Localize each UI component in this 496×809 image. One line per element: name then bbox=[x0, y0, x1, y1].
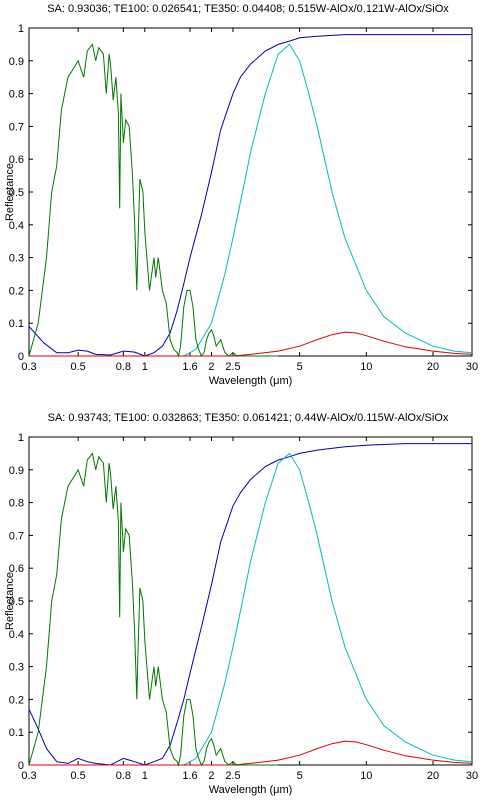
series-line bbox=[29, 331, 473, 357]
chart-title: SA: 0.93743; TE100: 0.032863; TE350: 0.0… bbox=[47, 412, 449, 424]
x-tick-label: 5 bbox=[297, 770, 303, 782]
x-tick-label: 1.6 bbox=[182, 361, 197, 373]
y-tick-label: 0.7 bbox=[9, 530, 24, 542]
y-tick-label: 0.8 bbox=[9, 89, 24, 101]
series-line bbox=[28, 34, 472, 357]
y-axis-label: Reflectance bbox=[4, 163, 16, 221]
y-tick-label: 0.4 bbox=[9, 220, 24, 232]
plot-area bbox=[28, 27, 473, 357]
reflectance-chart-top: 0.3 0.5 0.8 1 1.6 2 2.5 5 10 20 30 0 0.1 0.2 0.3 0.4 0.5… bbox=[4, 23, 478, 387]
y-tick-label: 1 bbox=[18, 432, 24, 444]
reflectance-chart-bottom: 0.3 0.5 0.8 1 1.6 2 2.5 5 10 20 30 0 0.1 0.2 0.3 0.4 0.5… bbox=[4, 432, 478, 796]
y-tick-label: 0.3 bbox=[9, 662, 24, 674]
y-tick-label: 0.5 bbox=[9, 187, 24, 199]
y-tick-label: 0.2 bbox=[9, 285, 24, 297]
x-tick-label: 1 bbox=[142, 770, 148, 782]
x-tick-label: 10 bbox=[360, 361, 372, 373]
x-tick-label: 30 bbox=[466, 361, 478, 373]
x-tick-label: 0.8 bbox=[116, 770, 131, 782]
y-tick-label: 0.5 bbox=[9, 596, 24, 608]
y-tick-label: 0.9 bbox=[9, 465, 24, 477]
x-tick-label: 30 bbox=[466, 770, 478, 782]
x-tick-label: 10 bbox=[360, 770, 372, 782]
y-axis-label: Reflectance bbox=[4, 572, 16, 630]
series-line bbox=[28, 452, 279, 767]
x-tick-label: 2 bbox=[208, 361, 214, 373]
y-tick-label: 0.7 bbox=[9, 121, 24, 133]
y-tick-label: 0.6 bbox=[9, 563, 24, 575]
chart-title: SA: 0.93036; TE100: 0.026541; TE350: 0.0… bbox=[47, 3, 449, 15]
x-tick-label: 0.3 bbox=[21, 770, 36, 782]
y-tick-label: 0.1 bbox=[9, 318, 24, 330]
series-line bbox=[28, 443, 472, 766]
series-line bbox=[29, 452, 473, 766]
x-axis-label: Wavelength (μm) bbox=[209, 784, 293, 796]
x-tick-label: 2.5 bbox=[225, 770, 240, 782]
series-line bbox=[29, 740, 473, 766]
x-tick-label: 1.6 bbox=[182, 770, 197, 782]
x-tick-label: 0.3 bbox=[21, 361, 36, 373]
plot-area bbox=[28, 436, 473, 766]
x-tick-label: 20 bbox=[427, 770, 439, 782]
x-tick-label: 20 bbox=[427, 361, 439, 373]
x-tick-label: 5 bbox=[297, 361, 303, 373]
y-tick-label: 0 bbox=[18, 760, 24, 772]
y-tick-label: 0 bbox=[18, 351, 24, 363]
y-tick-label: 1 bbox=[18, 23, 24, 35]
x-tick-label: 0.5 bbox=[70, 770, 85, 782]
x-tick-label: 1 bbox=[142, 361, 148, 373]
x-tick-label: 0.8 bbox=[116, 361, 131, 373]
series-line bbox=[28, 43, 279, 358]
y-tick-label: 0.2 bbox=[9, 694, 24, 706]
y-tick-label: 0.3 bbox=[9, 253, 24, 265]
y-tick-label: 0.6 bbox=[9, 154, 24, 166]
x-tick-label: 2 bbox=[208, 770, 214, 782]
y-tick-label: 0.1 bbox=[9, 727, 24, 739]
series-line bbox=[29, 43, 473, 357]
y-tick-label: 0.9 bbox=[9, 56, 24, 68]
x-axis-label: Wavelength (μm) bbox=[209, 375, 293, 387]
y-tick-label: 0.4 bbox=[9, 629, 24, 641]
x-tick-label: 0.5 bbox=[70, 361, 85, 373]
y-tick-label: 0.8 bbox=[9, 498, 24, 510]
x-tick-label: 2.5 bbox=[225, 361, 240, 373]
